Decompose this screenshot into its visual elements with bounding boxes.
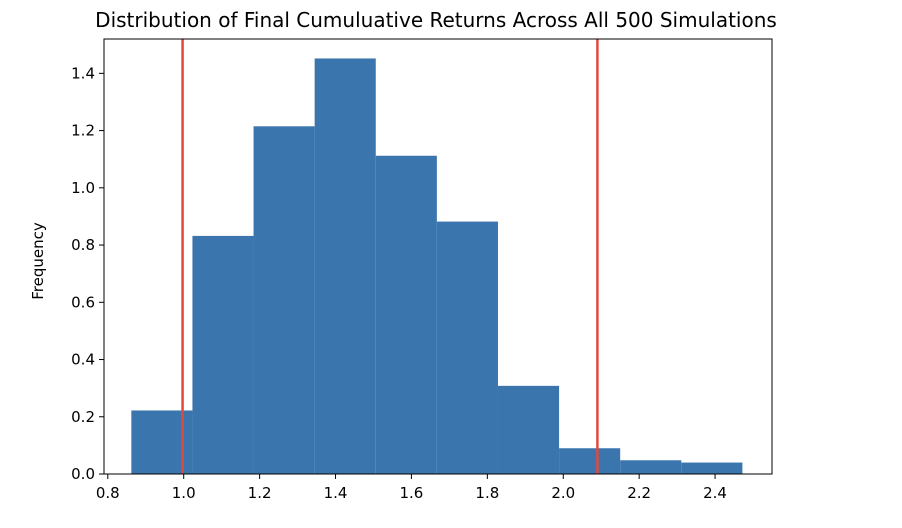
bars-group [131, 58, 743, 475]
histogram-bar-9 [620, 460, 682, 474]
x-tick-label: 1.8 [475, 484, 499, 502]
y-tick-label: 0.2 [71, 408, 95, 426]
y-tick-label: 0.0 [71, 465, 95, 483]
y-tick-label: 1.2 [71, 122, 95, 140]
x-tick-label: 1.6 [400, 484, 424, 502]
x-tick-label: 1.2 [248, 484, 272, 502]
histogram-bar-10 [681, 462, 743, 474]
y-tick-label: 0.6 [71, 293, 95, 311]
histogram-bar-2 [192, 235, 254, 474]
y-tick-label: 1.0 [71, 179, 95, 197]
plot-area-frame [103, 38, 773, 475]
y-axis-ticks: 0.0 0.2 0.4 0.6 0.8 1.0 1.2 1.4 [71, 64, 104, 483]
x-axis-ticks: 0.8 1.0 1.2 1.4 1.6 1.8 2.0 2.2 2.4 [96, 474, 727, 502]
x-tick-label: 2.2 [627, 484, 651, 502]
x-tick-label: 0.8 [96, 484, 120, 502]
y-axis-label: Frequency [29, 222, 47, 300]
y-tick-label: 1.4 [71, 64, 95, 82]
y-tick-label: 0.4 [71, 351, 95, 369]
reference-lines-group [181, 39, 599, 474]
histogram-bar-7 [497, 385, 560, 474]
histogram-bar-8 [559, 448, 621, 474]
x-tick-label: 1.0 [172, 484, 196, 502]
x-tick-label: 2.4 [703, 484, 727, 502]
x-tick-label: 2.0 [551, 484, 575, 502]
histogram-bar-6 [436, 221, 498, 474]
histogram-bar-5 [375, 155, 437, 474]
histogram-bar-3 [253, 126, 315, 474]
histogram-bar-4 [314, 58, 376, 475]
x-tick-label: 1.4 [324, 484, 348, 502]
chart-title: Distribution of Final Cumuluative Return… [95, 8, 777, 32]
y-tick-label: 0.8 [71, 236, 95, 254]
